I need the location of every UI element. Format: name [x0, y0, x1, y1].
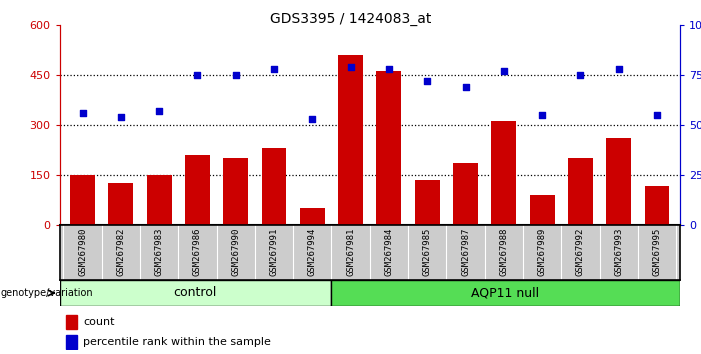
Bar — [261, 148, 287, 225]
Text: GDS3395 / 1424083_at: GDS3395 / 1424083_at — [270, 12, 431, 27]
Text: GSM267985: GSM267985 — [423, 228, 432, 276]
Text: GSM267986: GSM267986 — [193, 228, 202, 276]
Bar — [530, 195, 554, 225]
Text: GSM267995: GSM267995 — [653, 228, 662, 276]
Text: GSM267981: GSM267981 — [346, 228, 355, 276]
Point — [536, 112, 547, 118]
Point — [345, 64, 356, 70]
Text: GSM267982: GSM267982 — [116, 228, 125, 276]
FancyBboxPatch shape — [331, 280, 680, 306]
Text: GSM267993: GSM267993 — [614, 228, 623, 276]
Text: AQP11 null: AQP11 null — [472, 286, 540, 299]
Bar — [568, 158, 593, 225]
Bar — [224, 158, 248, 225]
Bar — [66, 315, 77, 329]
Text: GSM267984: GSM267984 — [384, 228, 393, 276]
Text: GSM267980: GSM267980 — [78, 228, 87, 276]
Bar — [66, 335, 77, 348]
Point — [575, 72, 586, 78]
Point — [192, 72, 203, 78]
Text: GSM267988: GSM267988 — [499, 228, 508, 276]
Point — [77, 110, 88, 116]
Text: GSM267991: GSM267991 — [270, 228, 278, 276]
Bar — [606, 138, 631, 225]
Point — [230, 72, 241, 78]
Point — [421, 78, 433, 84]
Point — [651, 112, 662, 118]
Text: GSM267990: GSM267990 — [231, 228, 240, 276]
Bar — [147, 176, 172, 225]
Bar — [491, 121, 516, 225]
Text: control: control — [174, 286, 217, 299]
Point — [460, 84, 471, 90]
Point — [115, 114, 126, 120]
Point — [307, 116, 318, 122]
Point — [154, 108, 165, 114]
Bar — [453, 163, 478, 225]
Text: GSM267989: GSM267989 — [538, 228, 547, 276]
Point — [268, 66, 280, 72]
Text: GSM267994: GSM267994 — [308, 228, 317, 276]
Point — [383, 66, 395, 72]
Bar — [70, 176, 95, 225]
Text: GSM267992: GSM267992 — [576, 228, 585, 276]
Text: GSM267987: GSM267987 — [461, 228, 470, 276]
FancyBboxPatch shape — [60, 280, 331, 306]
Bar — [415, 180, 440, 225]
Text: genotype/variation: genotype/variation — [1, 288, 93, 298]
Bar — [338, 55, 363, 225]
Bar — [185, 155, 210, 225]
Bar — [300, 208, 325, 225]
Bar — [109, 183, 133, 225]
Text: count: count — [83, 318, 115, 327]
Text: percentile rank within the sample: percentile rank within the sample — [83, 337, 271, 347]
Text: GSM267983: GSM267983 — [155, 228, 163, 276]
Point — [498, 68, 510, 74]
Bar — [376, 72, 402, 225]
Bar — [644, 187, 669, 225]
Point — [613, 66, 625, 72]
